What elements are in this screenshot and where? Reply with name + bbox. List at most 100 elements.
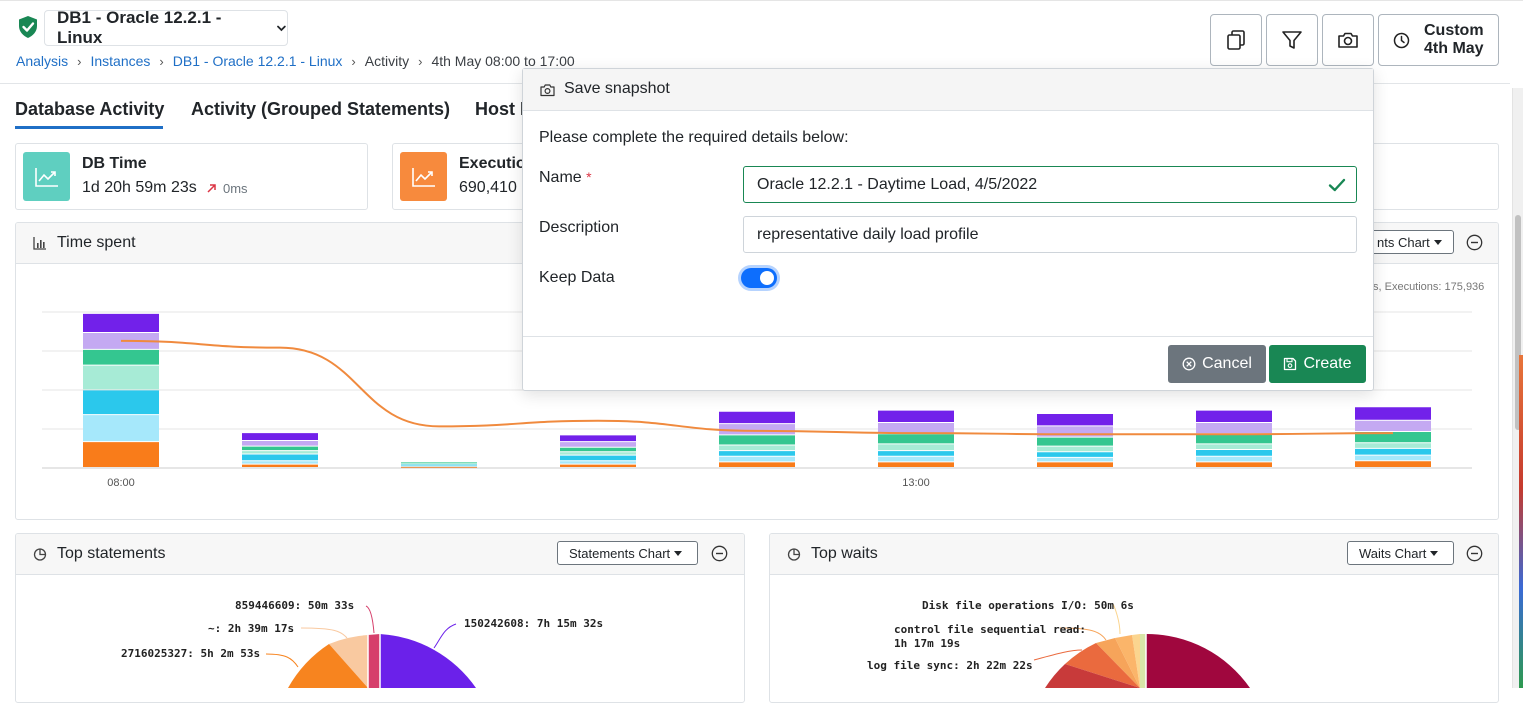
shield-check-icon bbox=[19, 16, 37, 38]
bar-segment[interactable] bbox=[560, 447, 636, 452]
bar-segment[interactable] bbox=[719, 411, 795, 424]
filter-button[interactable] bbox=[1266, 14, 1318, 66]
bar-segment[interactable] bbox=[719, 462, 795, 467]
bar-segment[interactable] bbox=[878, 451, 954, 456]
top-border bbox=[0, 0, 1523, 1]
bar-segment[interactable] bbox=[1196, 434, 1272, 444]
bar-segment[interactable] bbox=[878, 462, 954, 467]
bar-segment[interactable] bbox=[242, 454, 318, 461]
breadcrumb-instance[interactable]: DB1 - Oracle 12.2.1 - Linux bbox=[172, 53, 343, 69]
time-spent-title: Time spent bbox=[57, 234, 136, 251]
bar-segment[interactable] bbox=[1037, 446, 1113, 452]
description-field[interactable]: representative daily load profile bbox=[743, 216, 1357, 253]
check-icon bbox=[1328, 178, 1346, 192]
bar-segment[interactable] bbox=[1196, 444, 1272, 449]
toggle-knob bbox=[760, 271, 774, 285]
pie-chart-icon bbox=[33, 548, 47, 561]
bar-segment[interactable] bbox=[878, 423, 954, 434]
pie-slice bbox=[380, 634, 476, 688]
bar-segment[interactable] bbox=[1355, 407, 1431, 420]
create-button[interactable]: Create bbox=[1269, 345, 1366, 383]
snapshot-button[interactable] bbox=[1322, 14, 1374, 66]
bar-segment[interactable] bbox=[242, 441, 318, 446]
bar-segment[interactable] bbox=[1355, 432, 1431, 443]
bar-segment[interactable] bbox=[1196, 456, 1272, 462]
bar-segment[interactable] bbox=[1196, 450, 1272, 456]
tab-host-metrics[interactable]: Host M bbox=[475, 99, 535, 119]
bar-segment[interactable] bbox=[401, 465, 477, 467]
top-waits-title: Top waits bbox=[811, 545, 878, 562]
collapse-icon[interactable] bbox=[711, 545, 728, 562]
bar-segment[interactable] bbox=[1037, 462, 1113, 467]
create-label: Create bbox=[1303, 355, 1352, 372]
bar-segment[interactable] bbox=[1196, 410, 1272, 422]
cancel-button[interactable]: Cancel bbox=[1168, 345, 1266, 383]
bar-segment[interactable] bbox=[719, 456, 795, 462]
pie-label: 1h 17m 19s bbox=[894, 637, 961, 650]
tab-database-activity[interactable]: Database Activity bbox=[15, 99, 165, 119]
bar-segment[interactable] bbox=[1355, 448, 1431, 455]
bar-segment[interactable] bbox=[1355, 420, 1431, 431]
bar-segment[interactable] bbox=[560, 435, 636, 442]
breadcrumb-analysis[interactable]: Analysis bbox=[16, 53, 69, 69]
bar-segment[interactable] bbox=[878, 444, 954, 451]
bar-segment[interactable] bbox=[560, 461, 636, 464]
collapse-icon[interactable] bbox=[1466, 545, 1483, 562]
waits-chart-dropdown[interactable]: Waits Chart bbox=[1347, 541, 1454, 565]
cancel-circle-icon bbox=[1182, 357, 1196, 371]
breadcrumb-instances[interactable]: Instances bbox=[90, 53, 151, 69]
bar-segment[interactable] bbox=[719, 424, 795, 435]
chevron-down-icon bbox=[277, 25, 286, 31]
bar-segment[interactable] bbox=[401, 466, 477, 468]
bar-segment[interactable] bbox=[83, 349, 159, 365]
bar-segment[interactable] bbox=[719, 435, 795, 445]
bar-segment[interactable] bbox=[83, 415, 159, 442]
bar-segment[interactable] bbox=[878, 410, 954, 422]
keep-data-toggle[interactable] bbox=[741, 268, 777, 288]
copy-button[interactable] bbox=[1210, 14, 1262, 66]
pie-slice bbox=[329, 635, 368, 688]
bar-segment[interactable] bbox=[83, 365, 159, 390]
breadcrumb-separator: › bbox=[418, 53, 423, 69]
bar-segment[interactable] bbox=[83, 313, 159, 332]
bar-segment[interactable] bbox=[242, 446, 318, 451]
bar-segment[interactable] bbox=[1037, 414, 1113, 426]
instance-selector[interactable]: DB1 - Oracle 12.2.1 - Linux bbox=[44, 8, 288, 47]
bar-segment[interactable] bbox=[719, 445, 795, 451]
bar-segment[interactable] bbox=[719, 451, 795, 456]
bar-segment[interactable] bbox=[878, 434, 954, 444]
time-range-button[interactable]: Custom 4th May bbox=[1378, 14, 1499, 66]
bar-segment[interactable] bbox=[401, 463, 477, 465]
bar-segment[interactable] bbox=[242, 461, 318, 464]
bar-segment[interactable] bbox=[1355, 461, 1431, 467]
breadcrumb: Analysis › Instances › DB1 - Oracle 12.2… bbox=[16, 51, 575, 71]
bar-segment[interactable] bbox=[878, 456, 954, 462]
time-chart-dropdown[interactable]: nts Chart bbox=[1365, 230, 1454, 254]
bar-segment[interactable] bbox=[560, 455, 636, 461]
bar-segment[interactable] bbox=[1037, 426, 1113, 437]
name-field[interactable]: Oracle 12.2.1 - Daytime Load, 4/5/2022 bbox=[743, 166, 1357, 203]
bar-segment[interactable] bbox=[242, 451, 318, 454]
pie-chart-icon bbox=[787, 548, 801, 561]
bar-segment[interactable] bbox=[83, 390, 159, 415]
bar-segment[interactable] bbox=[1355, 443, 1431, 448]
bar-segment[interactable] bbox=[1196, 423, 1272, 434]
bar-segment[interactable] bbox=[560, 464, 636, 467]
statements-chart-dropdown[interactable]: Statements Chart bbox=[557, 541, 698, 565]
bar-segment[interactable] bbox=[242, 464, 318, 467]
bar-segment[interactable] bbox=[242, 433, 318, 440]
bar-segment[interactable] bbox=[401, 462, 477, 464]
tab-grouped-statements[interactable]: Activity (Grouped Statements) bbox=[191, 99, 451, 119]
bar-segment[interactable] bbox=[1037, 437, 1113, 446]
scrollbar-thumb[interactable] bbox=[1515, 215, 1521, 430]
collapse-icon[interactable] bbox=[1466, 234, 1483, 251]
breadcrumb-range: 4th May 08:00 to 17:00 bbox=[431, 53, 575, 69]
bar-segment[interactable] bbox=[401, 464, 477, 466]
bar-segment[interactable] bbox=[560, 452, 636, 455]
bar-segment[interactable] bbox=[1196, 462, 1272, 467]
bar-segment[interactable] bbox=[1037, 452, 1113, 457]
bar-segment[interactable] bbox=[1355, 455, 1431, 461]
bar-segment[interactable] bbox=[560, 442, 636, 447]
bar-segment[interactable] bbox=[83, 442, 159, 467]
bar-segment[interactable] bbox=[1037, 457, 1113, 462]
